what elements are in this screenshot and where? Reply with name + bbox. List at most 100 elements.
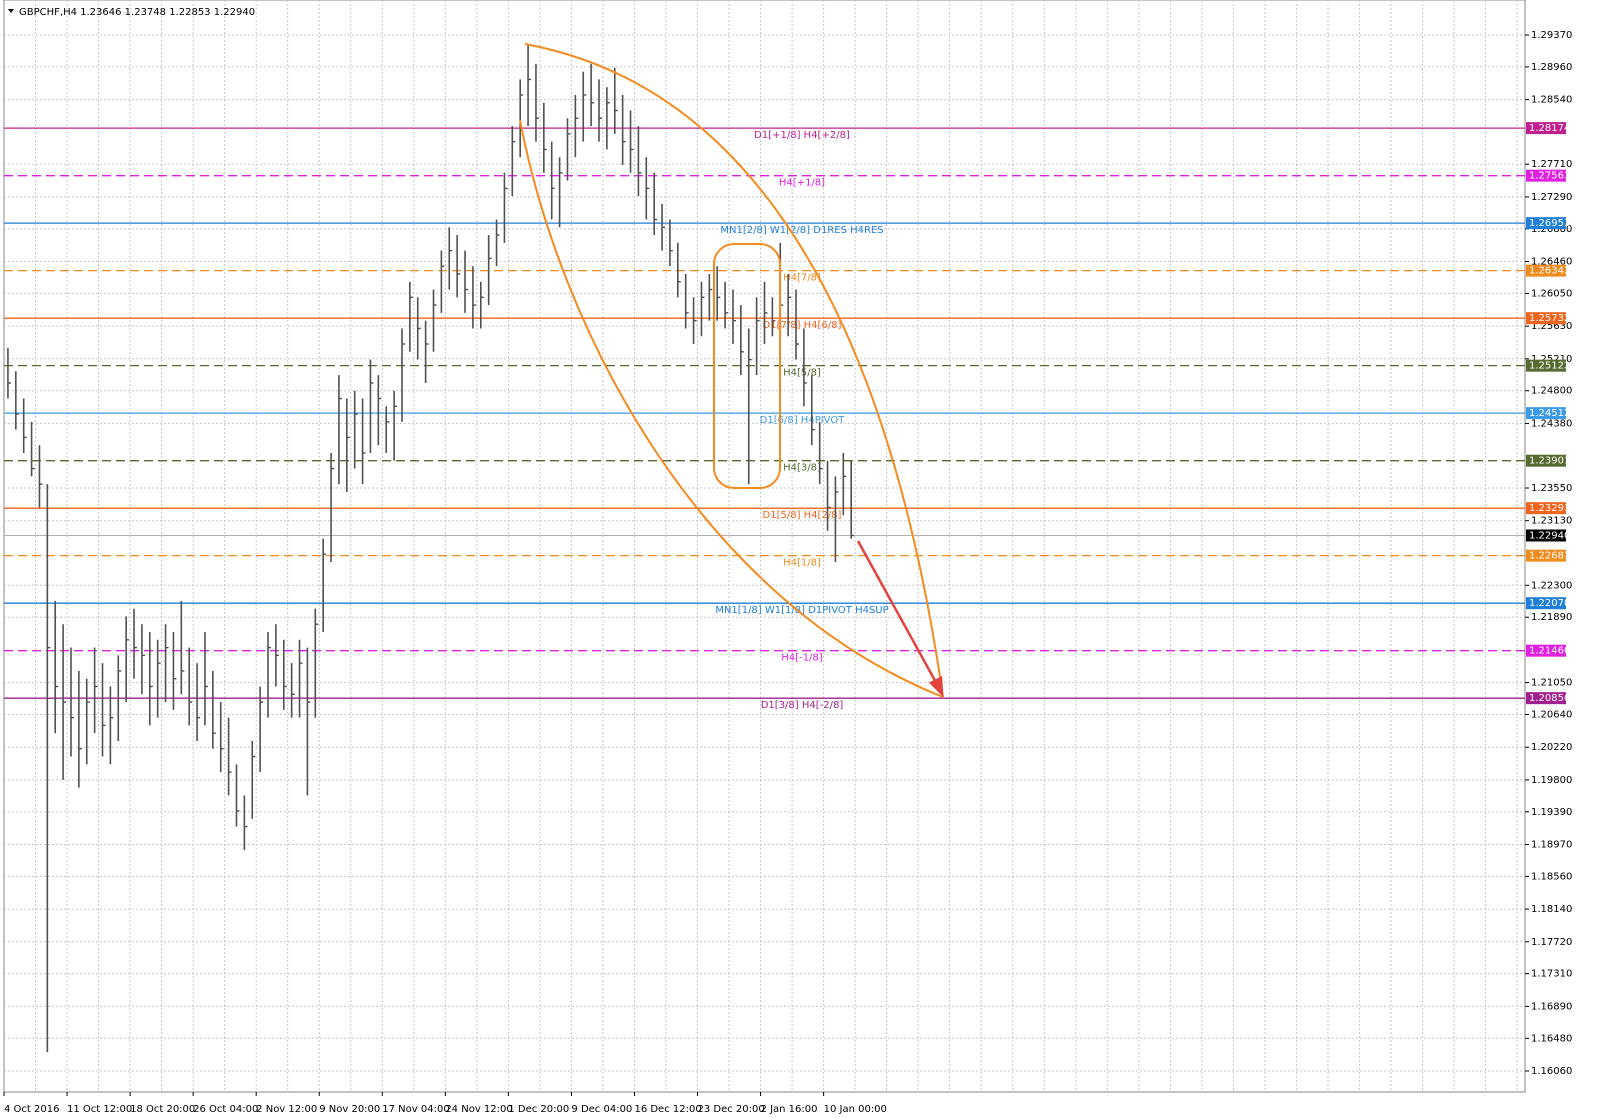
forecast-arc-upper	[524, 43, 944, 698]
y-tick-label: 1.26050	[1531, 288, 1572, 299]
level-label: MN1[2/8] W1[2/8] D1RES H4RES	[720, 225, 883, 236]
arrow-head	[928, 676, 944, 698]
y-tick-label: 1.18560	[1531, 871, 1572, 882]
y-tick-label: 1.28540	[1531, 95, 1572, 106]
y-tick-label: 1.25630	[1531, 321, 1572, 332]
x-tick-label: 2 Nov 12:00	[256, 1104, 317, 1115]
arrow-shaft	[856, 540, 940, 687]
level-price-tag	[1526, 454, 1566, 467]
level-price-tag	[1526, 312, 1566, 325]
level-label: D1[6/8] H4PIVOT	[760, 415, 846, 426]
level-price-label: 1.25732	[1529, 313, 1570, 324]
last-price-tag	[1526, 529, 1566, 542]
x-tick-label: 18 Oct 20:00	[130, 1104, 195, 1115]
vertical-grid	[4, 0, 1525, 1092]
level-price-label: 1.22681	[1529, 551, 1570, 562]
plot-area	[3, 0, 1526, 1093]
y-tick-label: 1.16890	[1531, 1001, 1572, 1012]
level-price-label: 1.24512	[1529, 408, 1570, 419]
y-tick-label: 1.21890	[1531, 612, 1572, 623]
y-tick-label: 1.18970	[1531, 839, 1572, 850]
y-tick-label: 1.20220	[1531, 742, 1572, 753]
y-tick-label: 1.16060	[1531, 1066, 1572, 1077]
x-tick-label: 23 Dec 20:00	[698, 1104, 765, 1115]
chart-title: GBPCHF,H4 1.23646 1.23748 1.22853 1.2294…	[19, 7, 255, 18]
level-price-tag	[1526, 644, 1566, 657]
x-tick-label: 4 Oct 2016	[4, 1104, 59, 1115]
x-tick-label: 10 Jan 00:00	[824, 1104, 887, 1115]
forecast-arrow	[856, 540, 944, 698]
y-tick-label: 1.26460	[1531, 257, 1572, 268]
level-label: H4[5/8]	[783, 368, 821, 379]
level-label: D1[5/8] H4[2/8]	[763, 510, 842, 521]
y-tick-label: 1.27710	[1531, 159, 1572, 170]
x-tick-label: 17 Nov 04:00	[382, 1104, 449, 1115]
y-tick-label: 1.25210	[1531, 354, 1572, 365]
y-tick-label: 1.29370	[1531, 30, 1572, 41]
y-tick-label: 1.19390	[1531, 807, 1572, 818]
x-tick-label: 16 Dec 12:00	[634, 1104, 701, 1115]
annotations	[519, 43, 944, 698]
y-tick-label: 1.23130	[1531, 516, 1572, 527]
y-tick-label: 1.23550	[1531, 483, 1572, 494]
x-tick-label: 11 Oct 12:00	[67, 1104, 132, 1115]
y-tick-label: 1.24380	[1531, 418, 1572, 429]
y-tick-label: 1.20640	[1531, 710, 1572, 721]
menu-arrow	[8, 9, 14, 13]
level-price-label: 1.26953	[1529, 218, 1570, 229]
x-tick-label: 2 Jan 16:00	[761, 1104, 818, 1115]
x-tick-label: 24 Nov 12:00	[445, 1104, 512, 1115]
last-price-label: 1.22940	[1529, 530, 1570, 541]
level-price-label: 1.28174	[1529, 123, 1570, 134]
level-price-label: 1.22070	[1529, 598, 1570, 609]
y-tick-label: 1.21050	[1531, 678, 1572, 689]
y-tick-label: 1.27290	[1531, 192, 1572, 203]
x-tick-label: 1 Dec 20:00	[508, 1104, 569, 1115]
level-label: H4[7/8]	[783, 273, 821, 284]
y-tick-label: 1.17310	[1531, 969, 1572, 980]
level-price-tag	[1526, 169, 1566, 182]
price-axis: 1.29370 1.28960 1.28540 1.27710 1.27290 1.268…	[3, 30, 1572, 1115]
levels: D1[+1/8] H4[+2/8] H4[+1/8] MN1[2/8] W1[2/8…	[4, 127, 1525, 711]
level-price-label: 1.20850	[1529, 693, 1570, 704]
level-label: D1[+1/8] H4[+2/8]	[754, 130, 850, 141]
x-tick-label: 26 Oct 04:00	[193, 1104, 258, 1115]
level-price-tag	[1526, 407, 1566, 420]
y-tick-label: 1.28960	[1531, 62, 1572, 73]
level-price-tag	[1526, 217, 1566, 230]
level-price-label: 1.23901	[1529, 456, 1570, 467]
highlight-box	[713, 243, 781, 489]
y-tick-label: 1.22300	[1531, 580, 1572, 591]
level-price-label: 1.21460	[1529, 646, 1570, 657]
level-price-label: 1.25122	[1529, 361, 1570, 372]
y-tick-label: 1.18140	[1531, 904, 1572, 915]
level-price-label: 1.23291	[1529, 503, 1570, 514]
level-price-tag	[1526, 597, 1566, 610]
y-tick-label: 1.17720	[1531, 937, 1572, 948]
level-label: MN1[1/8] W1[1/8] D1PIVOT H4SUP	[715, 605, 888, 616]
level-price-tag	[1526, 549, 1566, 562]
level-price-tag	[1526, 359, 1566, 372]
y-tick-label: 1.16480	[1531, 1033, 1572, 1044]
level-label: D1[7/8] H4[6/8]	[763, 320, 842, 331]
level-price-label: 1.27563	[1529, 171, 1570, 182]
level-price-tag	[1526, 264, 1566, 277]
level-label: H4[+1/8]	[779, 178, 825, 189]
y-tick-label: 1.26880	[1531, 224, 1572, 235]
level-label: H4[1/8]	[783, 558, 821, 569]
forecast-arc-lower	[519, 119, 944, 698]
level-price-tag	[1526, 692, 1566, 705]
y-tick-label: 1.19800	[1531, 775, 1572, 786]
level-label: H4[3/8]	[783, 463, 821, 474]
y-tick-label: 1.24800	[1531, 386, 1572, 397]
price-bars	[7, 44, 855, 1053]
level-price-tag	[1526, 122, 1566, 135]
level-price-label: 1.26343	[1529, 266, 1570, 277]
level-label: D1[3/8] H4[-2/8]	[761, 700, 844, 711]
level-price-tag	[1526, 502, 1566, 515]
x-tick-label: 9 Dec 04:00	[571, 1104, 632, 1115]
x-tick-label: 9 Nov 20:00	[319, 1104, 380, 1115]
level-label: H4[-1/8]	[781, 653, 822, 664]
